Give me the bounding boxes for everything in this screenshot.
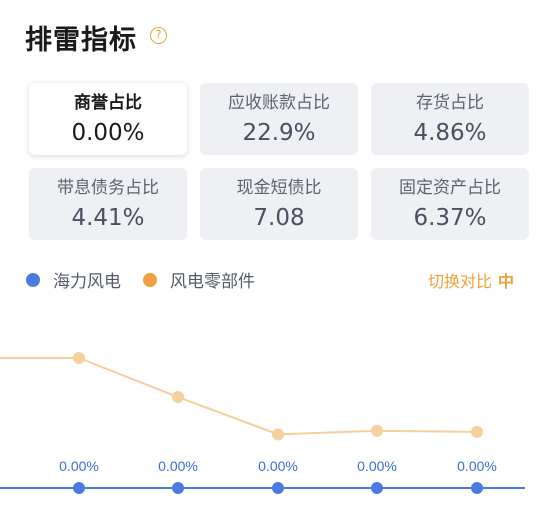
chart-legend: 海力风电 风电零部件 — [26, 267, 277, 292]
help-icon[interactable]: ? — [150, 27, 167, 44]
line-chart: 0.00% 0.00% 0.00% 0.00% 0.00% — [0, 352, 525, 494]
industry-point[interactable] — [73, 352, 85, 364]
industry-series — [0, 352, 483, 441]
industry-point[interactable] — [272, 428, 284, 441]
metric-card-inventory[interactable]: 存货占比 4.86% — [371, 83, 529, 155]
metric-value: 4.41% — [71, 204, 145, 231]
legend-dot — [26, 272, 40, 287]
company-data-label: 0.00% — [59, 458, 99, 474]
metric-label: 存货占比 — [416, 92, 484, 113]
industry-point[interactable] — [371, 424, 383, 437]
company-point[interactable] — [371, 482, 383, 494]
industry-series-line — [0, 357, 478, 436]
metric-label: 商誉占比 — [74, 92, 142, 113]
industry-point[interactable] — [172, 391, 184, 404]
industry-point[interactable] — [471, 425, 483, 438]
company-series: 0.00% 0.00% 0.00% 0.00% 0.00% — [59, 458, 497, 494]
legend-dot — [143, 272, 157, 287]
company-point[interactable] — [73, 482, 85, 494]
company-point[interactable] — [272, 482, 284, 494]
metric-cards: 商誉占比 0.00% 应收账款占比 22.9% 存货占比 4.86% 带息债务占… — [29, 83, 529, 240]
switch-compare-label: 切换对比 — [427, 272, 492, 291]
metric-value: 22.9% — [242, 119, 316, 146]
metric-value: 4.86% — [413, 119, 487, 146]
company-data-label: 0.00% — [258, 458, 298, 474]
company-data-label: 0.00% — [158, 458, 198, 474]
metric-card-cash-debt-ratio[interactable]: 现金短债比 7.08 — [200, 168, 358, 240]
metric-card-goodwill[interactable]: 商誉占比 0.00% — [29, 83, 187, 155]
company-data-label: 0.00% — [457, 458, 497, 474]
metric-label: 带息债务占比 — [57, 177, 159, 198]
legend-item-company[interactable]: 海力风电 — [26, 267, 121, 292]
legend-item-industry[interactable]: 风电零部件 — [143, 267, 255, 292]
company-point[interactable] — [172, 482, 184, 494]
metric-card-receivables[interactable]: 应收账款占比 22.9% — [200, 83, 358, 155]
metric-value: 6.37% — [413, 204, 487, 231]
page-title: 排雷指标 — [25, 25, 137, 56]
metric-value: 0.00% — [71, 119, 145, 146]
metric-card-interest-debt[interactable]: 带息债务占比 4.41% — [29, 168, 187, 240]
company-data-label: 0.00% — [357, 458, 397, 474]
switch-compare-icon: 中 — [497, 272, 514, 291]
legend-label: 海力风电 — [53, 272, 121, 292]
metric-label: 固定资产占比 — [399, 177, 501, 198]
metric-card-fixed-assets[interactable]: 固定资产占比 6.37% — [371, 168, 529, 240]
metric-value: 7.08 — [253, 204, 305, 231]
legend-label: 风电零部件 — [170, 272, 255, 292]
switch-compare-button[interactable]: 切换对比中 — [428, 268, 514, 292]
metric-label: 现金短债比 — [236, 177, 322, 198]
metric-label: 应收账款占比 — [228, 92, 330, 113]
company-point[interactable] — [471, 482, 483, 494]
